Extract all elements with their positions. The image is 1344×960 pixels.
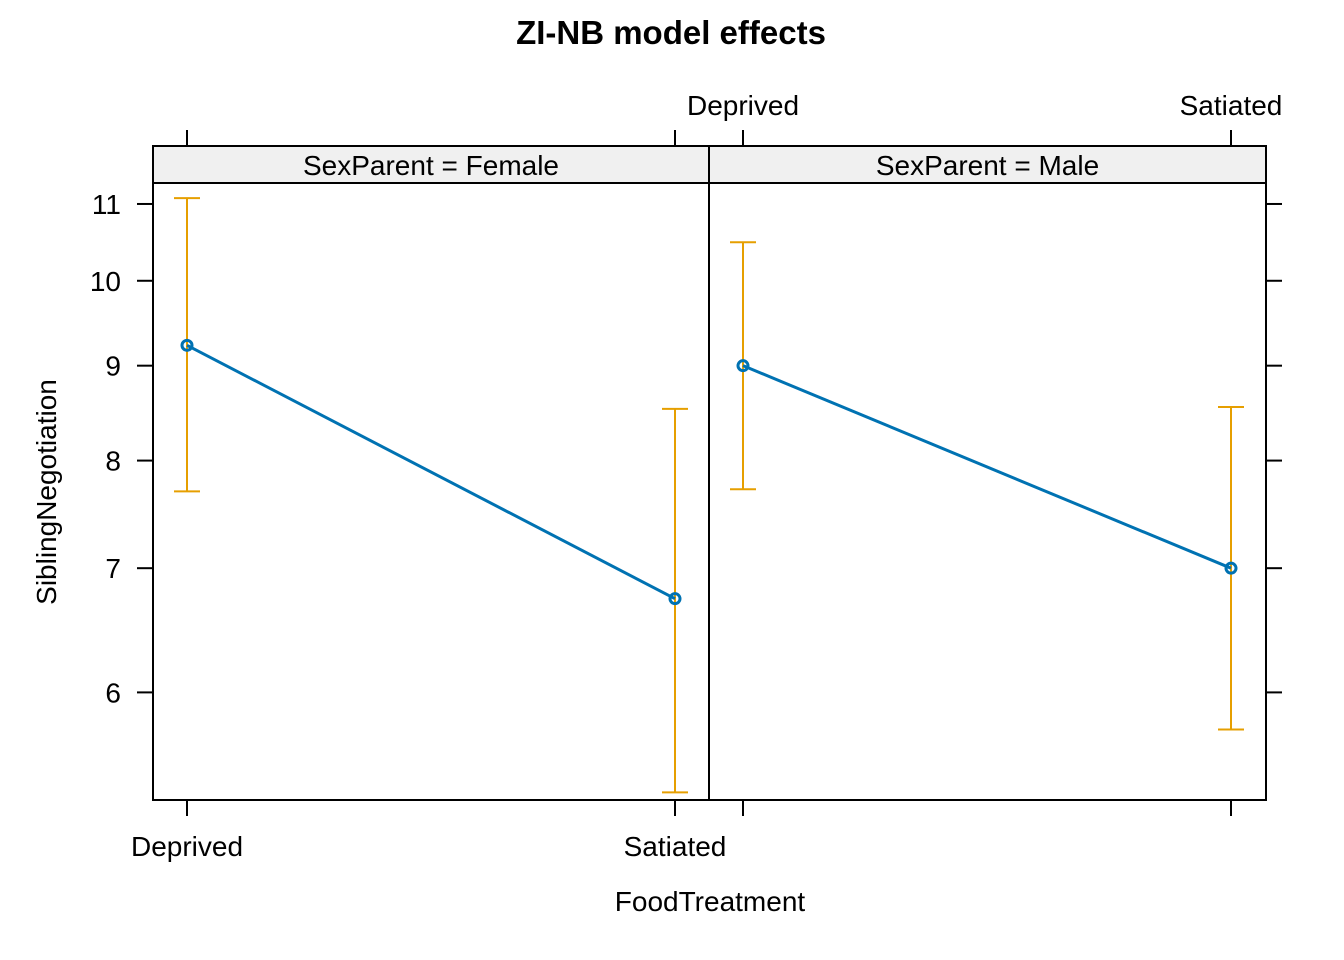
strip-background-0 [152, 145, 710, 184]
y-tick-label-5: 11 [92, 189, 121, 220]
x-tick-label-0-0: Deprived [131, 831, 243, 862]
y-tick-label-4: 10 [90, 266, 121, 297]
fit-point-1-1 [1224, 561, 1238, 575]
y-tick-label-0: 6 [105, 677, 121, 708]
fit-line-1 [742, 364, 1232, 570]
fit-line-0 [186, 344, 676, 601]
strip-background-1 [708, 145, 1267, 184]
panels-group: SexParent = Female Deprived Satiated 6 7 8 9 10… [90, 90, 1283, 862]
fit-point-0-1 [668, 592, 682, 606]
panel-frame-0 [152, 182, 710, 801]
x-tick-label-1-1: Satiated [1180, 90, 1283, 121]
x-tick-label-1-0: Deprived [687, 90, 799, 121]
x-tick-label-0-1: Satiated [624, 831, 727, 862]
strip-label-1: SexParent = Male [876, 150, 1099, 181]
y-axis-label: SiblingNegotiation [31, 379, 62, 605]
y-tick-label-3: 9 [105, 351, 121, 382]
chart-title: ZI-NB model effects [516, 14, 826, 51]
strip-label-0: SexParent = Female [303, 150, 559, 181]
fit-point-0-0 [180, 338, 194, 352]
x-axis-label: FoodTreatment [615, 886, 806, 917]
panel-frame-1 [708, 182, 1267, 801]
y-tick-label-1: 7 [105, 553, 121, 584]
fit-point-1-0 [736, 359, 750, 373]
y-tick-label-2: 8 [105, 446, 121, 477]
